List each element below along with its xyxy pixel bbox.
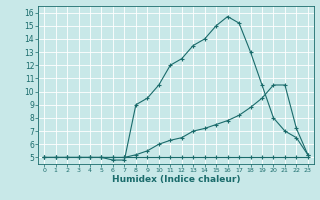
X-axis label: Humidex (Indice chaleur): Humidex (Indice chaleur) xyxy=(112,175,240,184)
